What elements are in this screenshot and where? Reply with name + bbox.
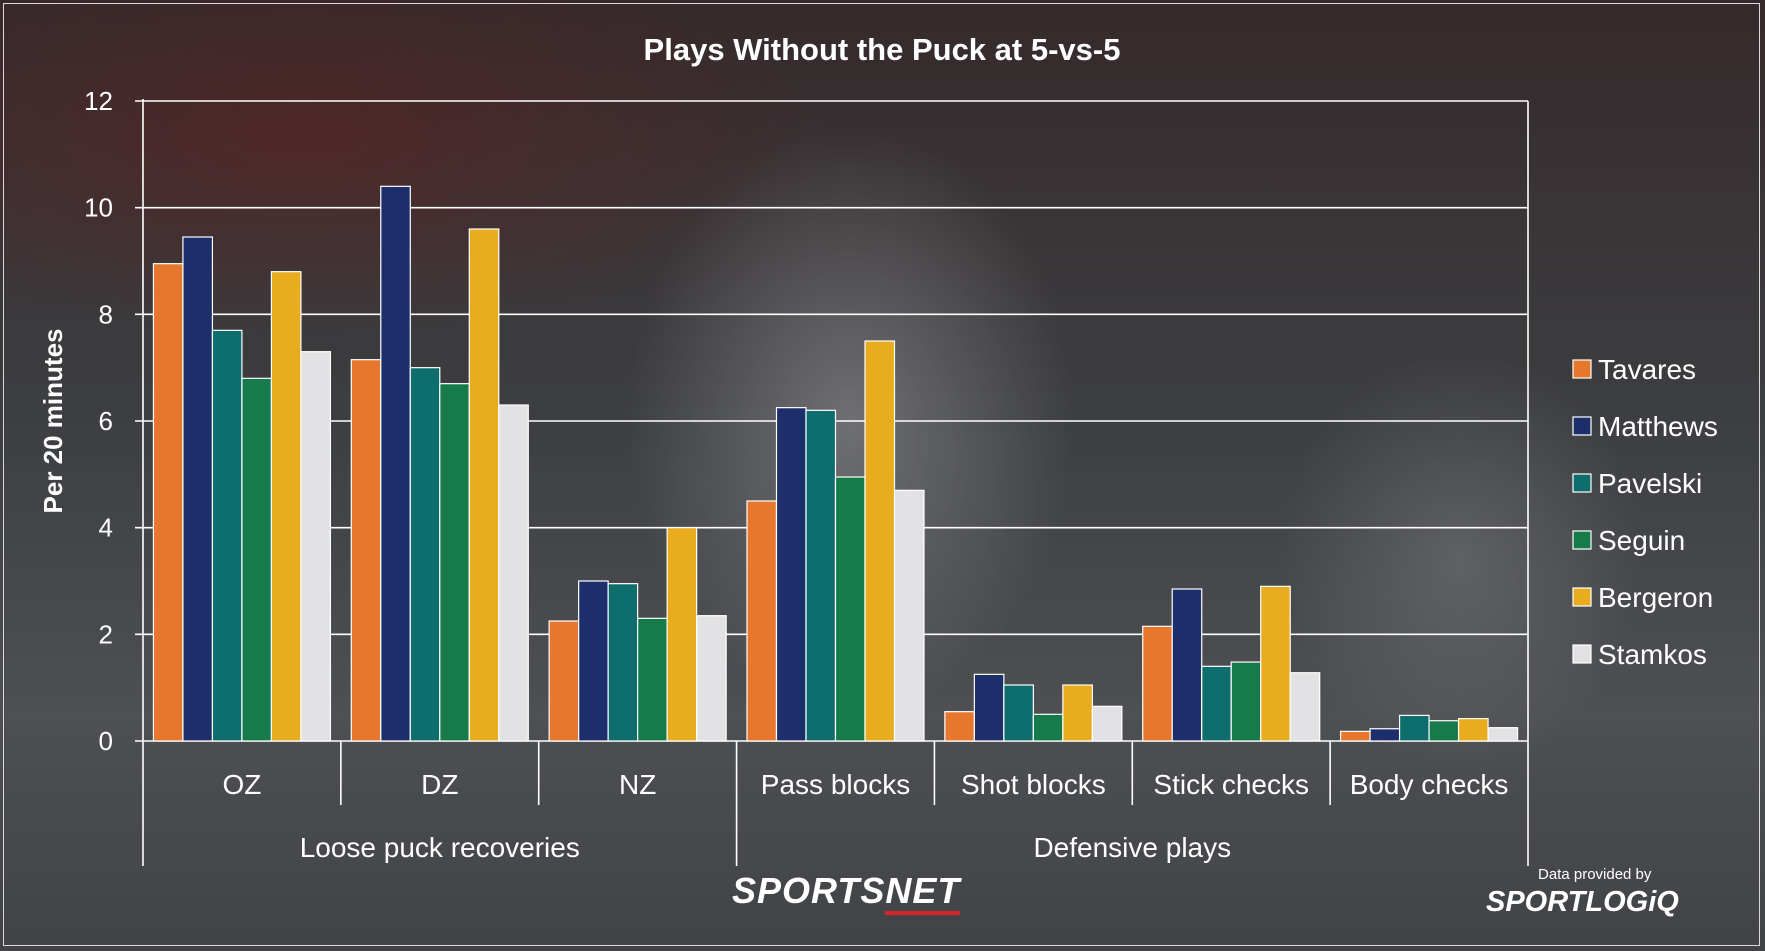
bar-pavelski <box>607 583 639 742</box>
bar-seguin <box>439 383 470 742</box>
legend-swatch <box>1572 644 1592 664</box>
bar-stamkos <box>300 351 332 742</box>
bar-bergeron <box>864 340 896 742</box>
legend-swatch <box>1572 416 1592 436</box>
bars <box>152 185 1519 742</box>
bar-seguin <box>834 476 866 742</box>
bar-pavelski <box>1003 684 1034 742</box>
bar-tavares <box>152 263 184 742</box>
bar-pavelski <box>1398 714 1430 742</box>
bar-stamkos <box>893 489 925 742</box>
bar-stamkos <box>1091 705 1123 742</box>
sportsnet-logo-prefix: SPORTS <box>732 870 886 911</box>
bar-pavelski <box>409 367 441 742</box>
legend-swatch <box>1572 530 1592 550</box>
legend-label: Pavelski <box>1598 468 1702 499</box>
bar-stamkos <box>498 404 529 742</box>
bar-bergeron <box>1062 684 1093 742</box>
category-label: OZ <box>222 769 261 800</box>
bar-tavares <box>350 359 382 742</box>
category-label: Body checks <box>1350 769 1509 800</box>
sportlogiq-logo: SPORTLOGiQ <box>1486 886 1679 918</box>
bar-bergeron <box>1457 717 1489 742</box>
bar-matthews <box>1171 588 1203 742</box>
category-group-label: Loose puck recoveries <box>300 832 580 863</box>
y-tick-label: 6 <box>99 406 113 436</box>
y-tick-label: 4 <box>99 513 113 543</box>
bar-pavelski <box>805 409 837 742</box>
y-tick-label: 8 <box>99 299 113 329</box>
axes: 0 2 4 6 8 10 12 OZ DZ NZ Pass blocks Shot blocks Sti… <box>84 86 1529 866</box>
category-label: NZ <box>619 769 656 800</box>
legend-swatch <box>1572 587 1592 607</box>
bar-seguin <box>1428 720 1460 742</box>
bar-matthews <box>1369 728 1401 742</box>
y-tick-label: 2 <box>99 619 113 649</box>
bar-bergeron <box>468 228 500 742</box>
chart-title: Plays Without the Puck at 5-vs-5 <box>644 32 1121 67</box>
y-tick-label: 0 <box>99 726 113 756</box>
legend-swatch <box>1572 359 1592 379</box>
bar-matthews <box>182 236 214 742</box>
legend-swatch <box>1572 473 1592 493</box>
category-label: DZ <box>421 769 458 800</box>
legend-label: Stamkos <box>1598 639 1707 670</box>
legend-label: Bergeron <box>1598 582 1713 613</box>
legend-label: Seguin <box>1598 525 1685 556</box>
sportsnet-logo-suffix: NET <box>885 870 961 915</box>
chart-frame <box>3 3 1760 946</box>
y-tick-label: 12 <box>84 86 113 116</box>
bar-matthews <box>775 407 807 742</box>
bar-bergeron <box>666 527 698 742</box>
bar-seguin <box>241 377 273 742</box>
bar-matthews <box>380 185 411 742</box>
bar-tavares <box>1142 625 1173 742</box>
y-tick-label: 10 <box>84 193 113 223</box>
legend-label: Tavares <box>1598 354 1696 385</box>
legend-label: Matthews <box>1598 411 1718 442</box>
bar-tavares <box>1339 730 1371 742</box>
bar-seguin <box>637 617 668 742</box>
bar-tavares <box>746 500 778 742</box>
bar-matthews <box>973 673 1005 742</box>
bar-matthews <box>578 580 609 742</box>
bar-stamkos <box>1289 672 1321 742</box>
legend: Tavares Matthews Pavelski Seguin Bergeron Sta… <box>1572 354 1718 670</box>
bar-stamkos <box>1487 727 1519 742</box>
bar-tavares <box>944 711 975 742</box>
category-label: Stick checks <box>1153 769 1309 800</box>
category-label: Shot blocks <box>961 769 1106 800</box>
bar-bergeron <box>270 271 302 742</box>
bar-pavelski <box>211 329 243 742</box>
bar-pavelski <box>1201 665 1232 742</box>
category-group-label: Defensive plays <box>1033 832 1231 863</box>
bar-seguin <box>1230 661 1262 742</box>
bar-bergeron <box>1260 585 1291 742</box>
bar-tavares <box>548 620 580 742</box>
bar-seguin <box>1032 713 1064 742</box>
y-axis-label: Per 20 minutes <box>38 329 68 514</box>
sportsnet-logo: SPORTSNET <box>732 870 961 915</box>
data-provider-caption: Data provided by <box>1538 866 1652 883</box>
category-label: Pass blocks <box>761 769 910 800</box>
bar-stamkos <box>696 615 727 742</box>
